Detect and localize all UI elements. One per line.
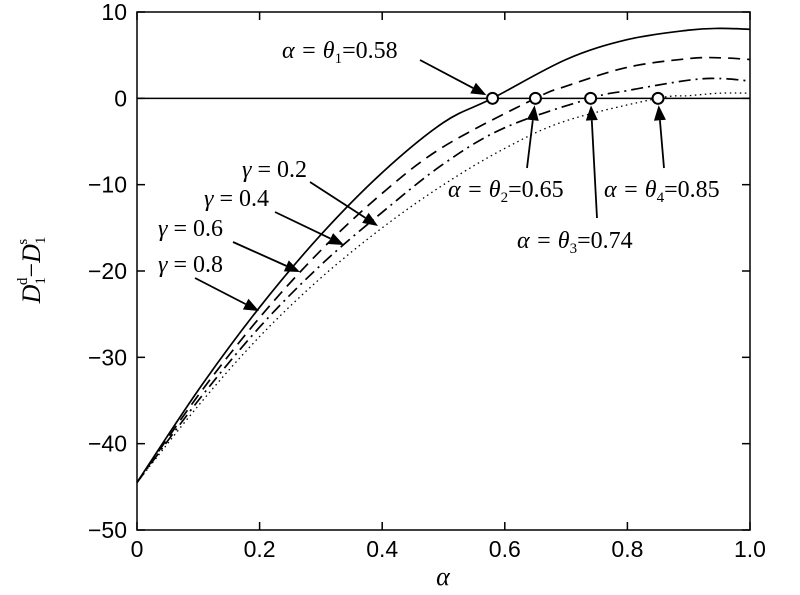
ticks-layer: 0 0.2 0.4 0.6 0.8 1.0 10 0 −10 −20 −30 −40 −50	[88, 0, 766, 562]
gamma-arrow-3-head	[283, 260, 300, 272]
crossing-marker-2	[528, 91, 542, 105]
crossing-marker-1	[486, 91, 500, 105]
crossing-arrow-1-head	[470, 82, 487, 96]
y-axis-label-d2: D	[17, 244, 46, 264]
x-tick-label: 1.0	[734, 536, 766, 562]
crossing-marker-3	[584, 91, 598, 105]
gamma-value: = 0.6	[167, 216, 223, 242]
y-tick-label: 0	[114, 85, 127, 111]
crossing-label-sub: 3	[570, 241, 578, 257]
crossing-label-sub: 4	[657, 190, 665, 206]
crossing-label-2: α = θ2=0.65	[448, 177, 564, 206]
gamma-symbol: γ	[158, 252, 168, 278]
crossing-arrow-3-shaft	[590, 120, 598, 219]
y-axis-label-sup2: s	[15, 239, 31, 245]
crossing-arrow-4-shaft	[659, 120, 665, 169]
crossing-arrow-2-shaft	[526, 120, 534, 169]
crossing-label-lhs: α =	[282, 38, 323, 64]
plot-frame	[136, 11, 751, 531]
gamma-arrow-3-shaft	[232, 241, 287, 267]
series-line-gamma-0-8	[136, 92, 751, 483]
y-tick-label: −40	[88, 431, 127, 457]
gamma-label-2: γ = 0.4	[204, 186, 269, 212]
annotations-layer: α = θ1=0.58α = θ2=0.65α = θ3=0.74α = θ4=…	[158, 38, 720, 311]
y-axis-label-sup1: d	[15, 277, 31, 285]
crossing-arrow-4-head	[653, 105, 666, 121]
crossing-label-3: α = θ3=0.74	[517, 228, 633, 257]
gamma-arrow-4-head	[242, 298, 259, 311]
gamma-arrow-2-head	[327, 233, 344, 245]
crossing-label-rhs: =0.85	[664, 177, 720, 203]
gamma-label-4: γ = 0.8	[158, 252, 223, 278]
y-axis-label-sub2: 1	[33, 237, 49, 245]
crossing-label-rhs: =0.65	[508, 177, 564, 203]
y-axis-label-dash: −	[17, 263, 46, 278]
y-axis-label: D1d−D1s	[15, 237, 48, 305]
gamma-symbol: γ	[204, 186, 214, 212]
y-tick-label: 10	[101, 0, 127, 25]
series-line-gamma-0-2	[136, 27, 751, 483]
crossing-label-lhs: α =	[448, 177, 489, 203]
crossing-label-theta: θ	[645, 177, 657, 203]
x-tick-label: 0.6	[489, 536, 521, 562]
y-tick-label: −10	[88, 172, 127, 198]
y-axis-label-d: D	[17, 284, 46, 304]
crossing-label-sub: 1	[335, 51, 343, 67]
crossing-label-lhs: α =	[604, 177, 645, 203]
crossing-label-lhs: α =	[517, 228, 558, 254]
x-tick-label: 0	[131, 536, 144, 562]
y-tick-label: −30	[88, 344, 127, 370]
x-tick-label: 0.8	[611, 536, 643, 562]
y-axis-label-sub1: 1	[33, 277, 49, 285]
gamma-value: = 0.2	[251, 157, 307, 183]
crossing-arrow-2-head	[526, 105, 539, 121]
crossing-label-rhs: =0.58	[342, 38, 398, 64]
markers-layer	[486, 91, 665, 105]
crossing-label-theta: θ	[323, 38, 335, 64]
gamma-label-3: γ = 0.6	[158, 216, 223, 242]
x-tick-label: 0.2	[244, 536, 276, 562]
crossing-label-sub: 2	[501, 190, 509, 206]
crossing-label-1: α = θ1=0.58	[282, 38, 398, 67]
gamma-value: = 0.8	[167, 252, 223, 278]
gamma-symbol: γ	[158, 216, 168, 242]
crossing-arrow-1-shaft	[419, 59, 474, 89]
y-tick-label: −20	[88, 258, 127, 284]
gamma-symbol: γ	[242, 157, 252, 183]
gamma-label-1: γ = 0.2	[242, 157, 307, 183]
crossing-label-theta: θ	[558, 228, 570, 254]
series-line-gamma-0-6	[136, 77, 751, 484]
gamma-arrow-4-shaft	[194, 277, 247, 305]
crossing-marker-4	[651, 91, 665, 105]
gamma-arrow-1-shaft	[309, 181, 366, 219]
gamma-arrow-2-shaft	[274, 211, 331, 240]
crossing-arrow-3-head	[585, 105, 598, 121]
crossing-label-4: α = θ4=0.85	[604, 177, 720, 206]
y-tick-label: −50	[88, 517, 127, 543]
gamma-value: = 0.4	[213, 186, 269, 212]
x-axis-label: α	[436, 562, 451, 591]
x-tick-label: 0.4	[366, 536, 398, 562]
gamma-arrow-1-head	[362, 212, 378, 226]
crossing-label-rhs: =0.74	[577, 228, 633, 254]
series-line-gamma-0-4	[136, 56, 751, 483]
series-layer	[136, 27, 751, 484]
crossing-label-theta: θ	[489, 177, 501, 203]
